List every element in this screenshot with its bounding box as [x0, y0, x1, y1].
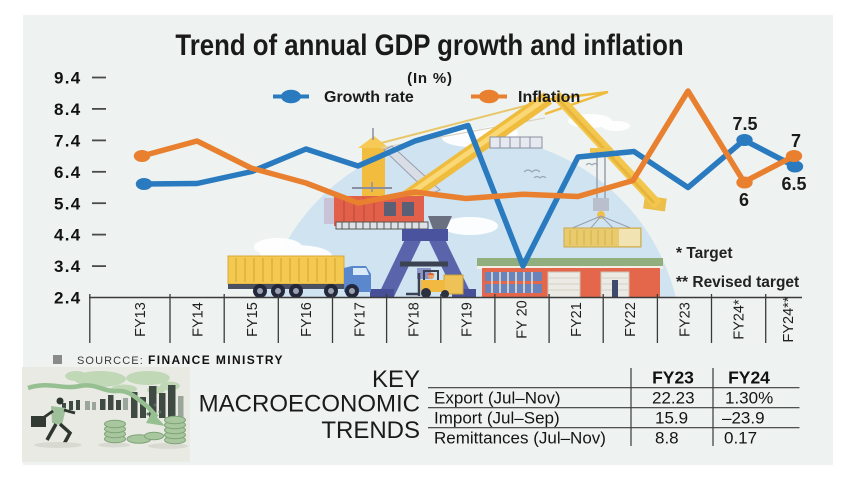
svg-text:7: 7 — [791, 131, 801, 151]
svg-text:FY17: FY17 — [353, 302, 369, 337]
svg-text:22.23: 22.23 — [652, 389, 695, 408]
svg-text:6.5: 6.5 — [781, 174, 806, 194]
svg-text:1.30%: 1.30% — [725, 389, 773, 408]
svg-text:15.9: 15.9 — [655, 409, 688, 428]
svg-text:FY 20: FY 20 — [515, 300, 531, 338]
svg-text:** Revised target: ** Revised target — [676, 274, 799, 291]
svg-text:FINANCE MINISTRY: FINANCE MINISTRY — [148, 353, 284, 367]
svg-text:FY13: FY13 — [133, 302, 149, 337]
svg-text:FY23: FY23 — [677, 302, 693, 337]
svg-text:* Target: * Target — [676, 245, 733, 262]
svg-text:0.17: 0.17 — [724, 429, 757, 448]
svg-text:2.4: 2.4 — [54, 289, 82, 308]
svg-text:Import (Jul–Sep): Import (Jul–Sep) — [434, 409, 560, 428]
svg-text:KEY: KEY — [372, 366, 420, 393]
svg-text:FY21: FY21 — [569, 302, 585, 337]
svg-text:5.4: 5.4 — [54, 194, 82, 213]
svg-text:FY19: FY19 — [460, 302, 476, 337]
svg-text:TRENDS: TRENDS — [321, 417, 420, 444]
svg-text:FY15: FY15 — [245, 302, 261, 337]
svg-text:FY18: FY18 — [407, 302, 423, 337]
svg-text:7.4: 7.4 — [54, 132, 82, 151]
svg-text:FY22: FY22 — [623, 302, 639, 337]
svg-text:FY16: FY16 — [299, 302, 315, 337]
svg-text:8.4: 8.4 — [54, 100, 82, 119]
svg-text:6.4: 6.4 — [54, 163, 82, 182]
svg-text:3.4: 3.4 — [54, 257, 82, 276]
svg-text:8.8: 8.8 — [655, 429, 679, 448]
svg-text:FY24: FY24 — [728, 368, 770, 388]
svg-text:Inflation: Inflation — [518, 89, 580, 106]
svg-text:FY24**: FY24** — [781, 296, 797, 342]
svg-text:FY24*: FY24* — [731, 299, 747, 340]
svg-text:6: 6 — [739, 190, 749, 210]
svg-text:(In %): (In %) — [407, 70, 453, 87]
svg-text:9.4: 9.4 — [54, 69, 82, 88]
svg-text:Remittances (Jul–Nov): Remittances (Jul–Nov) — [434, 429, 606, 448]
svg-text:Export (Jul–Nov): Export (Jul–Nov) — [434, 389, 561, 408]
svg-text:4.4: 4.4 — [54, 226, 82, 245]
svg-text:Trend of annual GDP growth and: Trend of annual GDP growth and inflation — [175, 28, 683, 61]
svg-text:FY23: FY23 — [652, 368, 694, 388]
svg-text:MACROECONOMIC: MACROECONOMIC — [199, 391, 420, 418]
svg-text:7.5: 7.5 — [732, 114, 757, 134]
svg-text:FY14: FY14 — [191, 302, 207, 337]
svg-text:SOURCCE:: SOURCCE: — [77, 355, 144, 367]
svg-text:–23.9: –23.9 — [722, 409, 765, 428]
svg-text:Growth rate: Growth rate — [324, 89, 414, 106]
